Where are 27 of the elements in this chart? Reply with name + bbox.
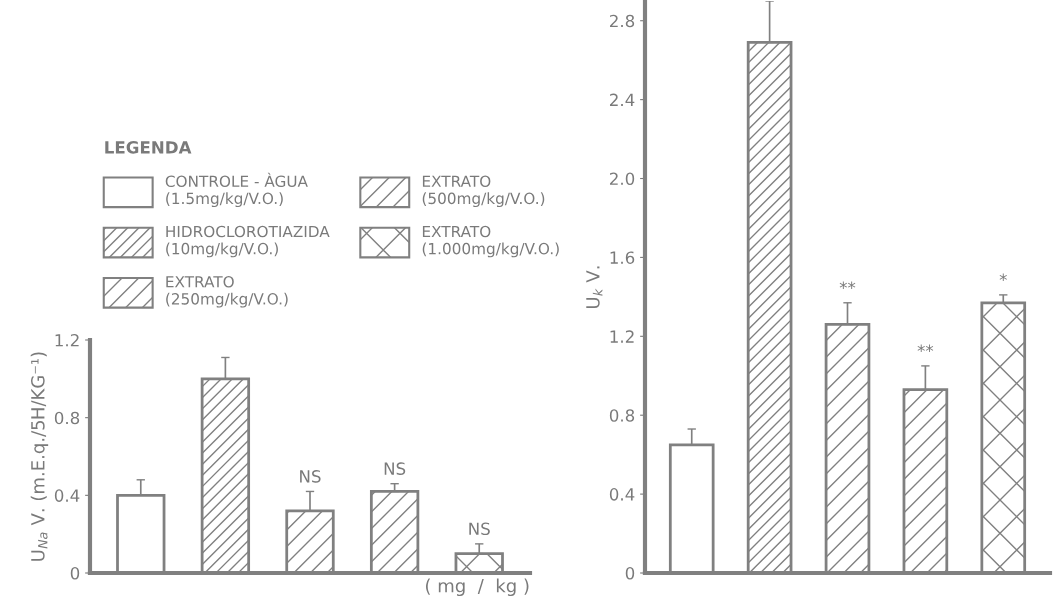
legend-title: LEGENDA [105,141,192,154]
data-label: NS [300,470,321,483]
data-label: ** [917,344,934,353]
y-tick-label: 2.8 [609,14,635,28]
legend-label: EXTRATO (500mg/kg/V.O.) [422,175,545,208]
y-tick-label: 1.2 [55,333,79,347]
y-tick-label: 2.0 [609,172,635,186]
y-tick-label: 2.4 [609,93,635,106]
y-axis-title: U$_{k}$ V. [586,266,603,308]
y-tick-label: 0.8 [609,409,635,422]
data-label: ** [839,281,856,289]
legend-label: CONTROLE - ÀGUA (1.5mg/kg/V.O.) [165,172,308,208]
x-axis-title: ( mg / kg ) [425,578,529,597]
data-label: NS [469,522,490,536]
legend-label: HIDROCLOROTIAZIDA (10mg/kg/V.O.) [166,225,330,258]
y-tick-label: 1.2 [610,330,634,343]
y-tick-label: 0.8 [54,411,80,425]
y-tick-label: 0.4 [609,488,635,501]
y-tick-label: 0 [70,566,80,580]
y-axis-title: U$_{Na}$ V. (m.E.q./5H/KG⁻¹) [30,352,49,561]
y-tick-label: 0.4 [54,489,80,502]
data-label: NS [384,462,406,475]
y-tick-label: 1.6 [610,251,635,264]
y-tick-label: 0 [625,566,635,580]
legend-label: EXTRATO (1.000mg/kg/V.O.) [422,225,559,258]
legend-label: EXTRATO (250mg/kg/V.O.) [166,275,288,308]
data-label: * [999,273,1007,282]
